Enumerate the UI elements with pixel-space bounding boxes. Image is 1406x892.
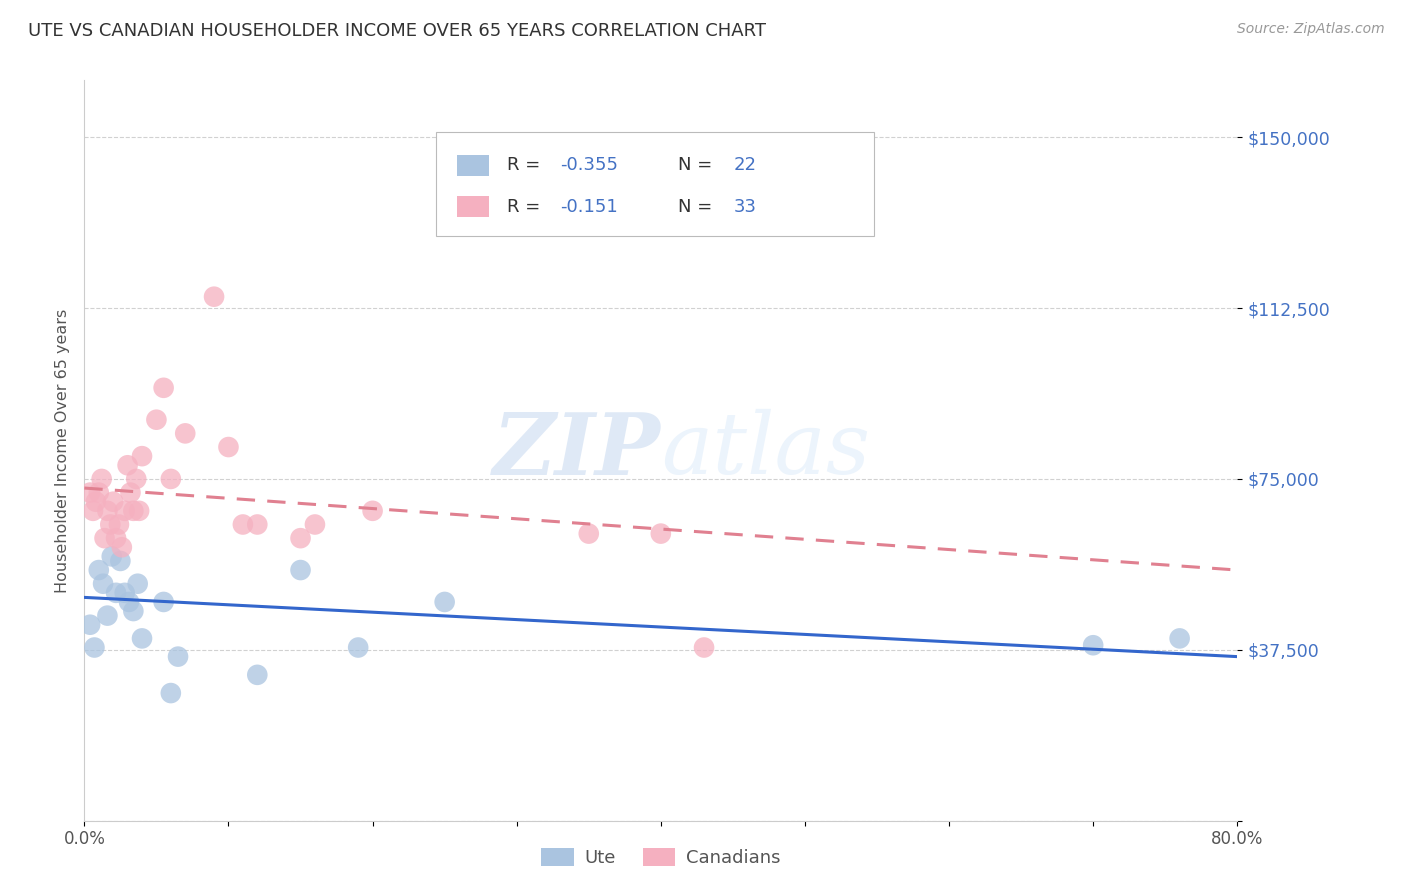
Point xyxy=(232,517,254,532)
Text: N =: N = xyxy=(678,156,718,174)
Point xyxy=(111,541,134,555)
Point xyxy=(122,504,145,518)
Point xyxy=(128,504,150,518)
Point xyxy=(84,494,107,508)
Point xyxy=(93,531,115,545)
Point xyxy=(108,517,131,532)
Text: R =: R = xyxy=(508,156,547,174)
Point xyxy=(87,485,110,500)
Point xyxy=(347,640,370,655)
Point xyxy=(290,563,312,577)
Legend: Ute, Canadians: Ute, Canadians xyxy=(534,841,787,874)
Point xyxy=(87,563,110,577)
Text: ZIP: ZIP xyxy=(494,409,661,492)
Point xyxy=(145,413,167,427)
FancyBboxPatch shape xyxy=(457,155,489,176)
Point xyxy=(79,485,101,500)
Y-axis label: Householder Income Over 65 years: Householder Income Over 65 years xyxy=(55,309,70,592)
Point xyxy=(105,586,128,600)
Point xyxy=(650,526,672,541)
Point xyxy=(174,426,197,441)
Point xyxy=(160,472,183,486)
Point xyxy=(160,686,183,700)
Point xyxy=(131,449,153,463)
Text: atlas: atlas xyxy=(661,409,870,491)
Point xyxy=(120,485,142,500)
Point xyxy=(117,458,139,473)
Point xyxy=(91,576,114,591)
Point xyxy=(114,504,136,518)
Point xyxy=(79,617,101,632)
Point xyxy=(110,554,132,568)
Point xyxy=(361,504,384,518)
Point xyxy=(1083,638,1105,652)
Point xyxy=(122,604,145,618)
Point xyxy=(125,472,148,486)
Text: -0.151: -0.151 xyxy=(561,198,619,216)
Point xyxy=(167,649,190,664)
Text: UTE VS CANADIAN HOUSEHOLDER INCOME OVER 65 YEARS CORRELATION CHART: UTE VS CANADIAN HOUSEHOLDER INCOME OVER … xyxy=(28,22,766,40)
Point xyxy=(433,595,456,609)
FancyBboxPatch shape xyxy=(457,196,489,217)
Text: N =: N = xyxy=(678,198,718,216)
Point xyxy=(100,549,122,564)
Point xyxy=(1168,632,1191,646)
Point xyxy=(96,608,118,623)
Point xyxy=(105,531,128,545)
Point xyxy=(246,517,269,532)
Point xyxy=(82,504,104,518)
Point xyxy=(83,640,105,655)
Point xyxy=(304,517,326,532)
FancyBboxPatch shape xyxy=(436,132,875,235)
Text: -0.355: -0.355 xyxy=(561,156,619,174)
Point xyxy=(246,668,269,682)
Point xyxy=(131,632,153,646)
Point xyxy=(98,517,121,532)
Point xyxy=(118,595,141,609)
Text: 33: 33 xyxy=(734,198,756,216)
Text: Source: ZipAtlas.com: Source: ZipAtlas.com xyxy=(1237,22,1385,37)
Point xyxy=(127,576,149,591)
Point xyxy=(218,440,240,454)
Text: 22: 22 xyxy=(734,156,756,174)
Point xyxy=(578,526,600,541)
Point xyxy=(202,290,225,304)
Point xyxy=(103,494,124,508)
Point xyxy=(90,472,112,486)
Point xyxy=(152,381,174,395)
Point xyxy=(152,595,174,609)
Point xyxy=(96,504,118,518)
Text: R =: R = xyxy=(508,198,553,216)
Point xyxy=(290,531,312,545)
Point xyxy=(693,640,716,655)
Point xyxy=(114,586,136,600)
